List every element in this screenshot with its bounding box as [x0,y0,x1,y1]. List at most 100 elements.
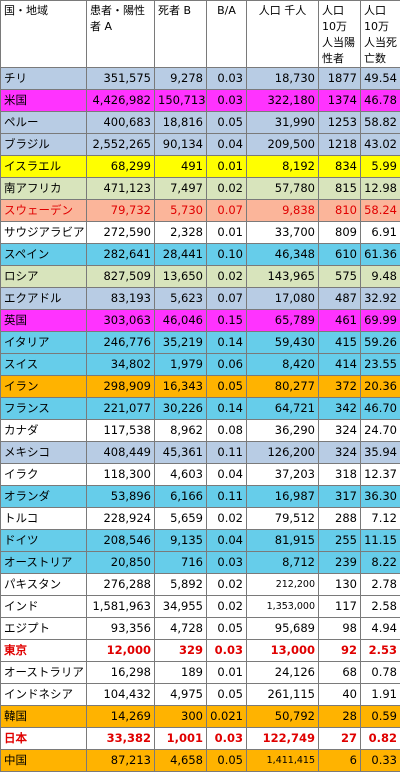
population-cell: 8,420 [247,354,319,376]
country-cell: 韓国 [1,706,87,728]
deaths-per-100k-cell: 46.78 [361,90,400,112]
population-cell: 46,348 [247,244,319,266]
deaths-cell: 7,497 [155,178,207,200]
deaths-per-100k-cell: 0.78 [361,662,400,684]
cases-cell: 351,575 [87,68,155,90]
deaths-per-100k-cell: 23.55 [361,354,400,376]
ratio-cell: 0.15 [207,310,247,332]
population-cell: 1,353,000 [247,596,319,618]
country-cell: エジプト [1,618,87,640]
cases-cell: 272,590 [87,222,155,244]
ratio-cell: 0.03 [207,552,247,574]
deaths-per-100k-cell: 24.70 [361,420,400,442]
header-ratio: B/A [207,1,247,68]
country-cell: ロシア [1,266,87,288]
population-cell: 322,180 [247,90,319,112]
deaths-cell: 5,659 [155,508,207,530]
cases-per-100k-cell: 68 [319,662,361,684]
deaths-per-100k-cell: 11.15 [361,530,400,552]
deaths-per-100k-cell: 43.02 [361,134,400,156]
cases-cell: 228,924 [87,508,155,530]
cases-per-100k-cell: 288 [319,508,361,530]
country-cell: オーストリア [1,552,87,574]
deaths-cell: 300 [155,706,207,728]
cases-cell: 117,538 [87,420,155,442]
country-cell: 米国 [1,90,87,112]
cases-per-100k-cell: 255 [319,530,361,552]
ratio-cell: 0.021 [207,706,247,728]
cases-per-100k-cell: 1218 [319,134,361,156]
deaths-cell: 4,728 [155,618,207,640]
population-cell: 9,838 [247,200,319,222]
cases-cell: 4,426,982 [87,90,155,112]
cases-cell: 87,213 [87,750,155,772]
country-cell: メキシコ [1,442,87,464]
population-cell: 59,430 [247,332,319,354]
country-cell: ペルー [1,112,87,134]
deaths-cell: 46,046 [155,310,207,332]
deaths-cell: 34,955 [155,596,207,618]
ratio-cell: 0.05 [207,684,247,706]
cases-per-100k-cell: 1877 [319,68,361,90]
population-cell: 31,990 [247,112,319,134]
header-population: 人口 千人 [247,1,319,68]
deaths-cell: 9,278 [155,68,207,90]
population-cell: 8,192 [247,156,319,178]
population-cell: 209,500 [247,134,319,156]
deaths-cell: 13,650 [155,266,207,288]
cases-per-100k-cell: 98 [319,618,361,640]
country-cell: イラン [1,376,87,398]
ratio-cell: 0.11 [207,442,247,464]
ratio-cell: 0.03 [207,640,247,662]
country-cell: カナダ [1,420,87,442]
cases-cell: 93,356 [87,618,155,640]
cases-cell: 282,641 [87,244,155,266]
ratio-cell: 0.08 [207,420,247,442]
country-cell: 英国 [1,310,87,332]
header-cases-per-100k: 人口10万人当陽性者 [319,1,361,68]
cases-cell: 104,432 [87,684,155,706]
ratio-cell: 0.14 [207,398,247,420]
deaths-per-100k-cell: 58.24 [361,200,400,222]
country-cell: パキスタン [1,574,87,596]
cases-per-100k-cell: 317 [319,486,361,508]
ratio-cell: 0.06 [207,354,247,376]
deaths-per-100k-cell: 4.94 [361,618,400,640]
population-cell: 1,411,415 [247,750,319,772]
deaths-per-100k-cell: 12.98 [361,178,400,200]
country-cell: フランス [1,398,87,420]
country-cell: ドイツ [1,530,87,552]
country-cell: エクアドル [1,288,87,310]
ratio-cell: 0.02 [207,266,247,288]
ratio-cell: 0.05 [207,376,247,398]
country-cell: オーストラリア [1,662,87,684]
deaths-per-100k-cell: 59.26 [361,332,400,354]
deaths-cell: 329 [155,640,207,662]
ratio-cell: 0.05 [207,750,247,772]
deaths-cell: 4,658 [155,750,207,772]
deaths-per-100k-cell: 6.91 [361,222,400,244]
population-cell: 33,700 [247,222,319,244]
deaths-per-100k-cell: 12.37 [361,464,400,486]
cases-cell: 68,299 [87,156,155,178]
population-cell: 24,126 [247,662,319,684]
deaths-per-100k-cell: 0.82 [361,728,400,750]
ratio-cell: 0.05 [207,618,247,640]
country-cell: チリ [1,68,87,90]
deaths-per-100k-cell: 35.94 [361,442,400,464]
